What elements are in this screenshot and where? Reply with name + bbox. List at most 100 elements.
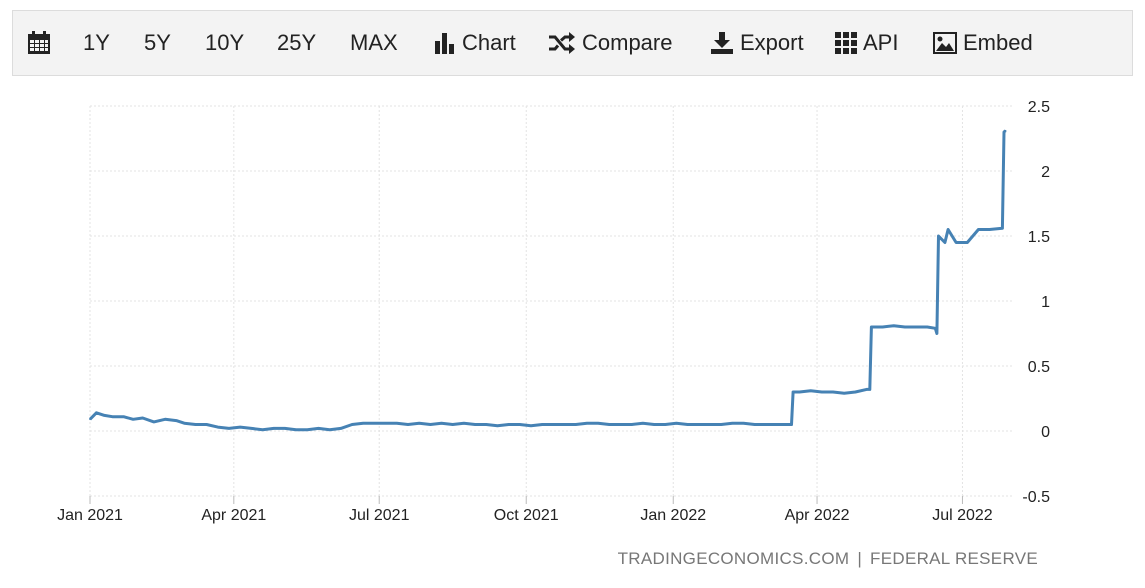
data-point [904, 326, 906, 328]
range-10y-button[interactable]: 10Y [205, 30, 245, 55]
data-point [530, 425, 532, 427]
data-point [552, 423, 555, 426]
data-point [915, 326, 917, 328]
x-tick-label: Apr 2022 [785, 507, 850, 524]
data-point [790, 423, 793, 426]
api-button[interactable]: API [835, 11, 898, 75]
source-site[interactable]: TRADINGECONOMICS.COM [617, 549, 850, 568]
data-point [809, 389, 812, 392]
data-point [261, 428, 264, 431]
data-point [317, 427, 320, 430]
y-tick-label: 1 [1041, 294, 1050, 311]
range-5y-button[interactable]: 5Y [144, 30, 171, 55]
calendar-icon [28, 31, 50, 54]
y-axis-ticks: -0.5 0 0.5 1 1.5 2 2.5 [1022, 99, 1050, 506]
data-point [95, 412, 98, 414]
x-tick-label: Jan 2021 [57, 507, 123, 524]
data-point [653, 423, 655, 426]
embed-button[interactable]: Embed [933, 11, 1033, 75]
data-point [675, 422, 678, 425]
data-point [936, 332, 938, 335]
data-point [295, 428, 297, 431]
x-axis-ticks: Jan 2021 Apr 2021 Jul 2021 Oct 2021 Jan 2022… [57, 507, 993, 524]
data-point [798, 391, 801, 393]
data-point [239, 426, 241, 428]
data-point [396, 422, 398, 425]
data-point [698, 423, 700, 426]
data-point [865, 388, 868, 391]
data-point [407, 423, 409, 426]
data-point [1001, 227, 1004, 229]
compare-button[interactable]: Compare [548, 11, 672, 75]
y-tick-label: -0.5 [1022, 489, 1050, 506]
data-point [519, 423, 521, 426]
x-tick-label: Oct 2021 [494, 507, 559, 524]
data-point [507, 423, 510, 426]
data-point [563, 423, 566, 426]
data-point [630, 423, 633, 426]
data-point [141, 417, 144, 419]
data-point [418, 422, 421, 425]
data-point [787, 423, 790, 426]
export-button[interactable]: Export [710, 11, 804, 75]
data-point [451, 423, 454, 426]
data-point [1004, 129, 1007, 132]
range-1y-button[interactable]: 1Y [83, 30, 110, 55]
x-gridlines [89, 106, 963, 504]
data-point [429, 423, 432, 426]
data-point [463, 422, 465, 425]
data-point [217, 426, 219, 428]
data-point [947, 228, 949, 231]
series-line[interactable] [88, 129, 1007, 432]
x-tick-label: Jan 2022 [640, 507, 706, 524]
data-point [362, 422, 365, 425]
data-point [440, 422, 443, 425]
y-tick-label: 1.5 [1028, 229, 1050, 246]
data-point [765, 423, 767, 426]
data-point [642, 422, 644, 425]
source-provider[interactable]: FEDERAL RESERVE [870, 549, 1038, 568]
data-point [869, 388, 871, 391]
range-max-button[interactable]: MAX [350, 30, 398, 55]
y-tick-label: 0.5 [1028, 359, 1050, 376]
data-point [926, 326, 929, 328]
data-point [597, 422, 599, 425]
x-tick-label: Jul 2021 [349, 507, 410, 524]
data-point [1003, 131, 1005, 133]
data-point [709, 423, 711, 426]
data-point [250, 427, 253, 430]
data-point [893, 324, 895, 327]
data-point [485, 423, 488, 426]
x-tick-label: Apr 2021 [201, 507, 266, 524]
data-point [306, 428, 309, 431]
data-point [731, 422, 734, 425]
data-point [937, 235, 940, 237]
source-separator: | [857, 549, 863, 568]
data-point [753, 423, 756, 426]
data-point [955, 241, 957, 244]
data-point [854, 391, 857, 393]
data-point [977, 228, 980, 231]
data-point [384, 422, 387, 425]
data-point [111, 415, 114, 418]
image-icon [933, 32, 957, 54]
data-point [832, 391, 834, 393]
range-25y-button[interactable]: 25Y [277, 30, 317, 55]
data-point [575, 423, 577, 426]
calendar-button[interactable] [27, 11, 57, 75]
series-group [88, 129, 1007, 432]
data-point [373, 422, 376, 425]
chart-type-button[interactable]: Chart [434, 11, 516, 75]
data-point [183, 422, 186, 425]
data-point [153, 421, 155, 423]
data-point [966, 241, 969, 244]
data-point [340, 427, 342, 430]
data-point [686, 423, 689, 426]
data-point [228, 427, 230, 430]
shuffle-icon [549, 32, 575, 54]
y-tick-label: 0 [1041, 424, 1050, 441]
data-point [870, 326, 873, 328]
grid-icon [835, 32, 857, 54]
download-icon [711, 32, 733, 54]
data-point [843, 392, 845, 395]
